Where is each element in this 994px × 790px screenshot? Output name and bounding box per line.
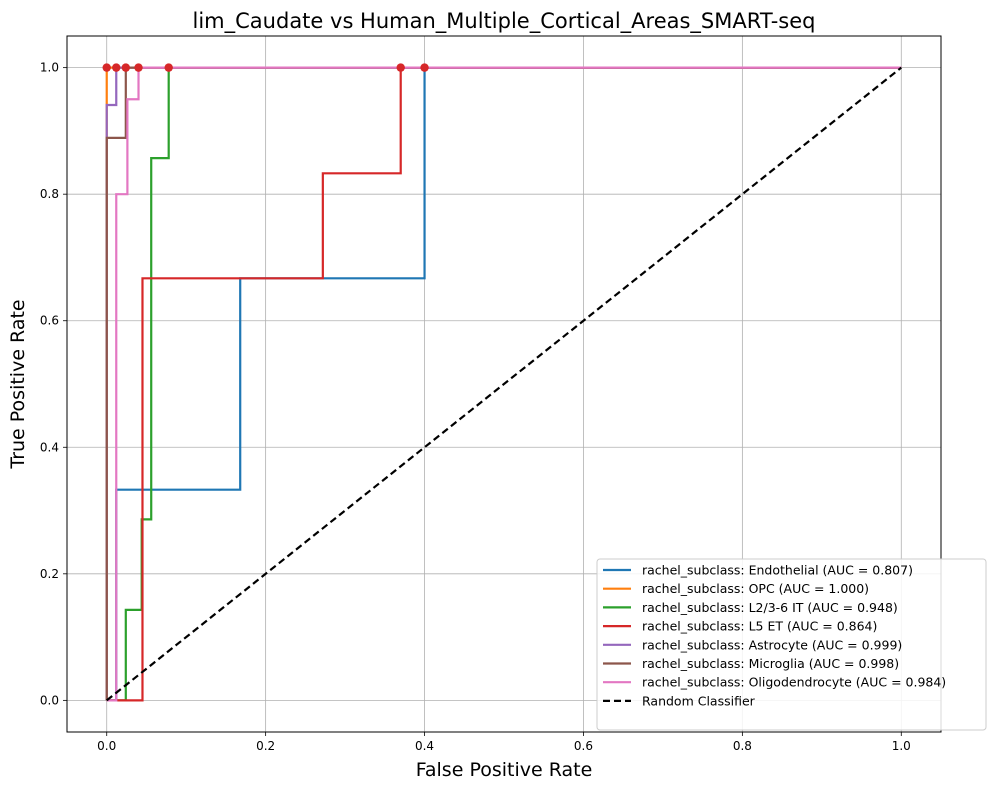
- plot-frame: [66, 35, 942, 733]
- legend-entry-6: rachel_subclass: Oligodendrocyte (AUC = …: [642, 675, 946, 690]
- series-line-6: [106, 66, 902, 702]
- legend-entry-5: rachel_subclass: Microglia (AUC = 0.998): [642, 656, 899, 671]
- legend-entry-1: rachel_subclass: OPC (AUC = 1.000): [642, 581, 869, 596]
- tick-layer: 0.0 0.2 0.4 0.6 0.8 1.0 0.0 0.2 0.4 0.6 0.8 1.0: [40, 61, 911, 753]
- legend: rachel_subclass: Endothelial (AUC = 0.80…: [596, 558, 987, 731]
- y-tick-label: 0.4: [40, 440, 59, 454]
- series-marker-4: [112, 63, 121, 72]
- series-line-7: [106, 66, 902, 702]
- legend-entry-0: rachel_subclass: Endothelial (AUC = 0.80…: [642, 563, 913, 578]
- x-tick-label: 0.0: [97, 739, 116, 753]
- chart-title: lim_Caudate vs Human_Multiple_Cortical_A…: [193, 9, 816, 34]
- y-tick-label: 1.0: [40, 61, 59, 75]
- marker-layer: [102, 63, 429, 72]
- series-marker-6: [134, 63, 143, 72]
- y-tick-label: 0.8: [40, 187, 59, 201]
- x-tick-label: 1.0: [892, 739, 911, 753]
- series-line-3: [106, 66, 902, 702]
- legend-entry-4: rachel_subclass: Astrocyte (AUC = 0.999): [642, 637, 902, 652]
- x-tick-label: 0.4: [415, 739, 434, 753]
- y-tick-label: 0.0: [40, 693, 59, 707]
- y-axis-label: True Positive Rate: [7, 299, 29, 469]
- y-tick-label: 0.6: [40, 314, 59, 328]
- series-marker-3: [396, 63, 405, 72]
- legend-entry-3: rachel_subclass: L5 ET (AUC = 0.864): [642, 619, 877, 634]
- x-axis-label: False Positive Rate: [416, 759, 593, 781]
- legend-entry-7: Random Classifier: [642, 693, 756, 708]
- y-tick-label: 0.2: [40, 567, 59, 581]
- series-marker-1: [102, 63, 111, 72]
- x-tick-label: 0.2: [256, 739, 275, 753]
- legend-entry-2: rachel_subclass: L2/3-6 IT (AUC = 0.948): [642, 600, 898, 615]
- x-tick-label: 0.6: [574, 739, 593, 753]
- series-line-2: [106, 66, 902, 702]
- legend-box: [596, 558, 987, 731]
- series-marker-5: [121, 63, 130, 72]
- x-tick-label: 0.8: [733, 739, 752, 753]
- series-marker-2: [164, 63, 173, 72]
- series-marker-0: [420, 63, 429, 72]
